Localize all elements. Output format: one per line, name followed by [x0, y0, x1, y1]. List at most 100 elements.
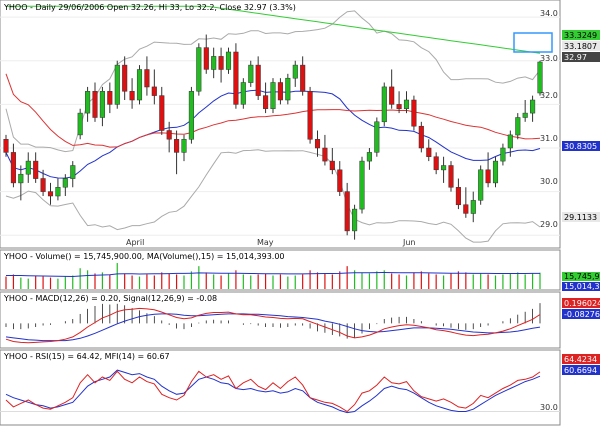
candle-body	[203, 47, 209, 70]
x-tick-may: May	[257, 238, 274, 247]
tag-rsi-bg	[562, 354, 600, 364]
candle-body	[277, 82, 283, 101]
candle	[196, 43, 202, 96]
candle	[211, 47, 217, 79]
candle-body	[300, 64, 306, 92]
candle-body	[426, 147, 432, 157]
candle	[136, 65, 143, 105]
candle-body	[233, 51, 239, 105]
candle	[314, 130, 321, 157]
macd-header: YHOO - MACD(12,26) = 0.20, Signal(12,26,…	[3, 294, 217, 303]
candle	[159, 86, 165, 135]
candle-body	[448, 165, 454, 188]
candle	[322, 134, 328, 166]
tag-signal-bg	[562, 309, 600, 319]
candle	[344, 182, 350, 236]
candle-body	[55, 187, 61, 197]
tag-close: 32.97	[564, 53, 587, 62]
candle-body	[10, 152, 16, 184]
candle-body	[374, 121, 380, 153]
candle-body	[478, 169, 484, 201]
x-axis-labels: April May Jun	[126, 238, 416, 247]
tag-ma-long: 33.1807	[564, 42, 597, 51]
candle	[107, 82, 113, 114]
candle	[92, 82, 98, 122]
candle-body	[359, 160, 365, 210]
candle	[292, 60, 298, 87]
candle-body	[307, 91, 313, 140]
candle	[403, 91, 410, 114]
candle	[77, 108, 83, 140]
candle-body	[196, 47, 202, 92]
candle	[300, 56, 306, 96]
macd-panel: YHOO - MACD(12,26) = 0.20, Signal(12,26,…	[0, 291, 600, 349]
candle	[329, 148, 335, 175]
candle	[10, 143, 16, 188]
candle	[270, 78, 276, 114]
candle	[33, 152, 39, 183]
candle-body	[411, 99, 417, 127]
rsi-line	[5, 370, 541, 413]
moving-average-line	[5, 73, 541, 148]
candle	[188, 86, 194, 144]
candle	[396, 91, 402, 114]
volume-header: YHOO - Volume() = 15,745,900.00, MA(Volu…	[3, 252, 285, 261]
candle-body	[352, 208, 358, 232]
candle-body	[18, 173, 24, 184]
candle-body	[329, 160, 335, 171]
candle	[114, 60, 120, 109]
candle-body	[455, 187, 461, 206]
candle	[99, 86, 105, 127]
tag-volume-ma-bg	[562, 282, 600, 291]
tag-macd: 0.196024	[564, 299, 600, 308]
candle	[337, 161, 343, 196]
candle	[426, 139, 432, 162]
candle-body	[40, 178, 46, 192]
candle	[70, 161, 76, 188]
candle	[47, 182, 54, 205]
candle-body	[500, 147, 506, 162]
candle	[55, 178, 61, 201]
candle-body	[47, 191, 54, 197]
tag-macd-bg	[562, 298, 600, 308]
tag-volume: 15,745,90	[564, 272, 600, 281]
long-moving-average-line	[6, 5, 541, 54]
y-tick-label: 31.0	[540, 134, 558, 143]
y-tick-label: 29.0	[540, 220, 558, 229]
candle-body	[225, 51, 232, 70]
y-tick-label: 30.0	[540, 177, 558, 186]
candle-body	[122, 64, 128, 92]
x-tick-april: April	[126, 238, 144, 247]
candle	[40, 169, 46, 196]
candle-body	[33, 160, 39, 179]
candle-body	[537, 61, 543, 94]
candle-body	[322, 147, 328, 162]
mfi-line	[5, 369, 541, 414]
candle	[530, 95, 536, 122]
candle-body	[136, 69, 143, 101]
candle	[478, 165, 484, 205]
candle	[507, 130, 513, 157]
rsi-mfi-lines	[0, 369, 560, 414]
candle	[515, 113, 521, 140]
candle	[25, 152, 31, 183]
tag-mfi-bg	[562, 365, 600, 375]
candle-body	[188, 91, 194, 140]
candle	[122, 56, 128, 100]
price-panel: YHOO - Daily 29/06/2006 Open 32.26, Hi 3…	[0, 0, 600, 249]
candle-body	[515, 117, 521, 136]
price-right-tags: 33.3249 33.1807 32.97 30.8305 29.1133	[562, 30, 600, 222]
candle	[359, 156, 365, 214]
candle	[307, 86, 313, 144]
candle	[366, 148, 372, 170]
volume-bars	[5, 263, 541, 289]
candle	[448, 161, 454, 192]
candle-body	[25, 160, 31, 175]
macd-lines	[5, 307, 541, 344]
candle	[418, 121, 424, 153]
candle-body	[433, 156, 439, 171]
candle	[144, 56, 150, 96]
y-tick-label: 34.0	[540, 9, 558, 18]
candle	[181, 134, 187, 162]
tag-close-bg	[562, 52, 600, 62]
